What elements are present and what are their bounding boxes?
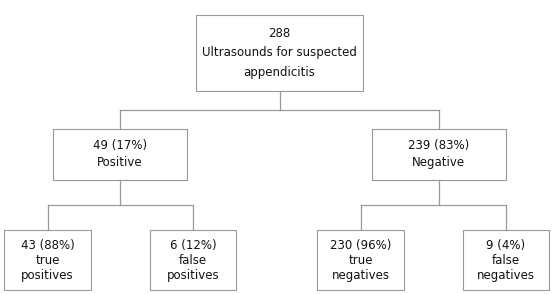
Text: 43 (88%): 43 (88%) — [21, 239, 74, 252]
FancyBboxPatch shape — [53, 129, 187, 180]
Text: negatives: negatives — [331, 269, 390, 282]
FancyBboxPatch shape — [372, 129, 506, 180]
Text: true: true — [348, 254, 373, 267]
Text: positives: positives — [21, 269, 74, 282]
Text: 239 (83%): 239 (83%) — [408, 139, 470, 152]
Text: appendicitis: appendicitis — [244, 66, 315, 78]
Text: false: false — [179, 254, 207, 267]
Text: Positive: Positive — [97, 156, 143, 169]
Text: 9 (4%): 9 (4%) — [486, 239, 525, 252]
Text: negatives: negatives — [477, 269, 535, 282]
Text: 230 (96%): 230 (96%) — [330, 239, 391, 252]
FancyBboxPatch shape — [196, 15, 363, 91]
FancyBboxPatch shape — [4, 230, 91, 290]
Text: positives: positives — [167, 269, 219, 282]
Text: Ultrasounds for suspected: Ultrasounds for suspected — [202, 46, 357, 59]
Text: 49 (17%): 49 (17%) — [93, 139, 147, 152]
Text: true: true — [35, 254, 60, 267]
FancyBboxPatch shape — [318, 230, 404, 290]
Text: Negative: Negative — [412, 156, 466, 169]
Text: 6 (12%): 6 (12%) — [169, 239, 216, 252]
Text: 288: 288 — [268, 27, 291, 40]
FancyBboxPatch shape — [149, 230, 236, 290]
FancyBboxPatch shape — [463, 230, 549, 290]
Text: false: false — [492, 254, 520, 267]
